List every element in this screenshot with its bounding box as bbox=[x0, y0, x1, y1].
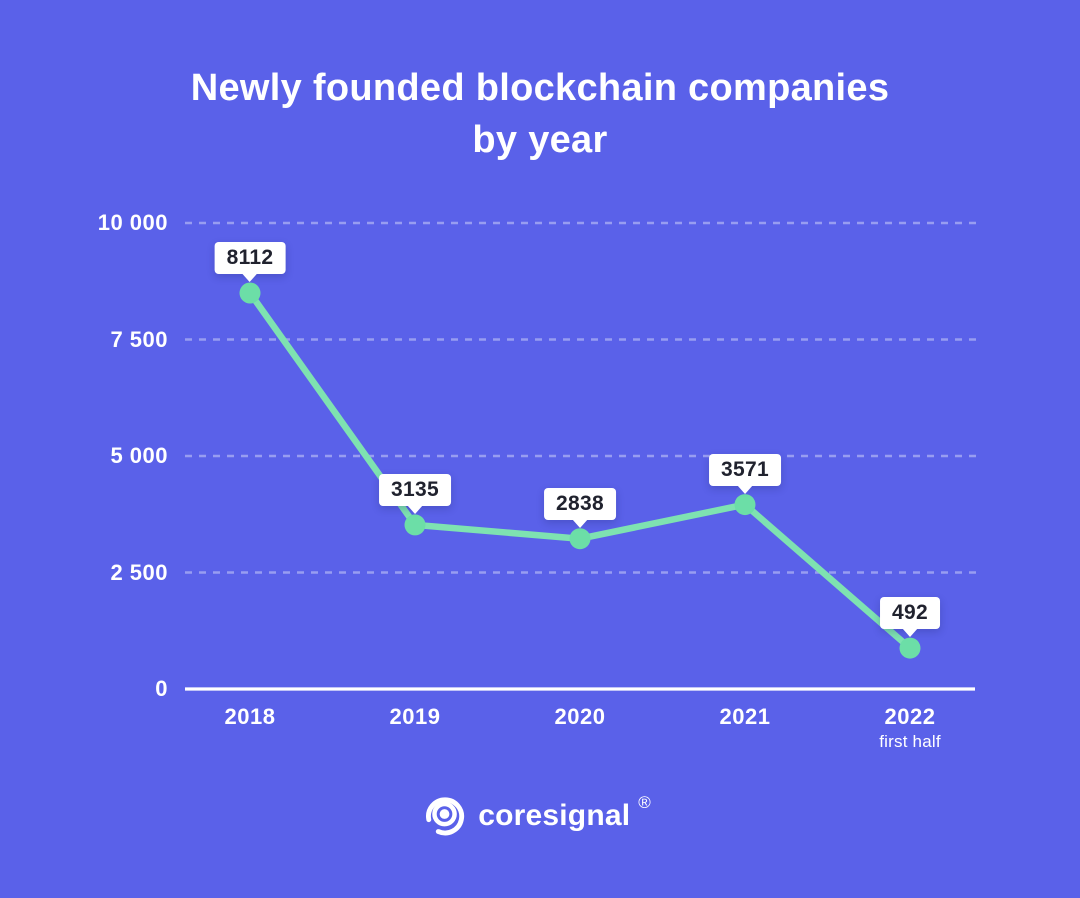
data-point-2022 bbox=[899, 637, 921, 659]
chart-title: Newly founded blockchain companies by yea… bbox=[0, 62, 1080, 166]
data-label-tooltip-2020: 2838 bbox=[544, 487, 616, 528]
coresignal-logo-text: coresignal bbox=[478, 799, 631, 832]
x-tick-label-2020: 2020 bbox=[554, 704, 606, 729]
coresignal-logo-icon bbox=[426, 797, 465, 836]
x-tick-label-2022: 2022 bbox=[884, 704, 936, 729]
x-tick-label-2021: 2021 bbox=[719, 704, 771, 729]
y-tick-label: 0 bbox=[155, 676, 168, 701]
brand-logo: coresignal ® bbox=[0, 793, 1080, 838]
registered-trademark-symbol: ® bbox=[638, 793, 651, 812]
data-point-2021 bbox=[734, 494, 756, 516]
data-label-tooltip-2018: 8112 bbox=[214, 241, 286, 282]
chart-title-line2: by year bbox=[472, 119, 608, 161]
data-label-tooltip-2022: 492 bbox=[880, 597, 940, 638]
x-tick-label-2018: 2018 bbox=[224, 704, 276, 729]
y-tick-label: 5 000 bbox=[110, 443, 168, 468]
x-tick-label-2019: 2019 bbox=[389, 704, 441, 729]
data-point-2018 bbox=[239, 282, 261, 304]
y-tick-label: 2 500 bbox=[110, 559, 168, 585]
data-label-tooltip-2021: 3571 bbox=[709, 453, 781, 494]
data-label-tooltip-2019: 3135 bbox=[379, 473, 451, 514]
y-tick-label: 10 000 bbox=[97, 210, 168, 235]
series-line bbox=[246, 289, 914, 652]
data-point-2020 bbox=[569, 528, 591, 550]
chart-title-line1: Newly founded blockchain companies bbox=[190, 67, 890, 109]
data-point-2019 bbox=[404, 514, 426, 536]
y-tick-label: 7 500 bbox=[110, 326, 168, 352]
x-tick-sublabel: first half bbox=[879, 732, 941, 751]
